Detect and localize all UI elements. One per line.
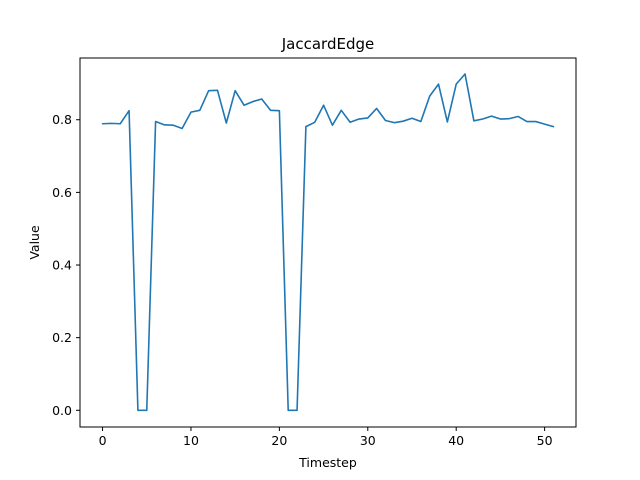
chart-title: JaccardEdge — [281, 35, 374, 53]
y-tick-label: 0.6 — [52, 185, 72, 200]
series-line — [101, 73, 555, 412]
y-axis-label: Value — [27, 225, 42, 260]
x-tick-label: 10 — [183, 433, 199, 448]
x-axis: 0 10 20 30 40 50 — [99, 427, 553, 448]
y-tick-label: 0.2 — [52, 330, 72, 345]
y-tick-label: 0.0 — [52, 403, 72, 418]
x-tick-label: 20 — [271, 433, 287, 448]
x-tick-label: 40 — [448, 433, 464, 448]
y-axis: 0.0 0.2 0.4 0.6 0.8 — [52, 112, 80, 418]
x-tick-label: 0 — [99, 433, 107, 448]
x-tick-label: 50 — [537, 433, 553, 448]
x-axis-label: Timestep — [298, 455, 357, 470]
plot-area — [79, 57, 577, 428]
y-tick-label: 0.4 — [52, 258, 72, 273]
y-tick-label: 0.8 — [52, 112, 72, 127]
series-layer — [101, 73, 555, 412]
x-tick-label: 30 — [360, 433, 376, 448]
